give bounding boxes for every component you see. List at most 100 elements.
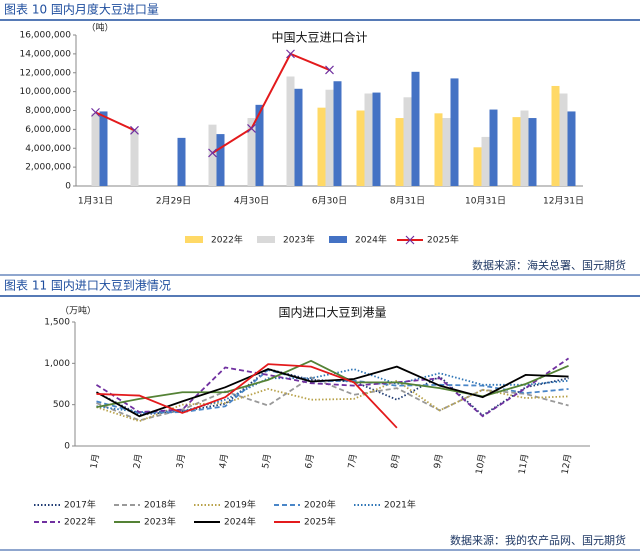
bar (473, 147, 482, 186)
source: 数据来源：我的农产品网、国元期货 (450, 533, 626, 547)
legend-label: 2020年 (304, 499, 336, 511)
x-tick-label: 12月31日 (543, 196, 584, 207)
marker (247, 124, 256, 133)
line (96, 376, 569, 422)
x-tick-label: 11月 (517, 453, 531, 475)
bar (559, 93, 568, 186)
x-tick-label: 2月29日 (156, 196, 191, 207)
bar (286, 76, 295, 186)
x-tick-label: 4月 (217, 453, 230, 469)
bar (489, 109, 498, 186)
x-tick-label: 3月 (174, 453, 187, 469)
marker (91, 107, 100, 117)
bar (177, 137, 186, 186)
line (96, 368, 569, 414)
legend-label: 2024年 (355, 234, 387, 246)
y-tick-label: 16,000,000 (19, 31, 71, 41)
y-tick-label: 500 (53, 400, 70, 410)
legend-label: 2023年 (283, 234, 315, 246)
legend-label: 2025年 (304, 516, 336, 528)
y-tick-label: 12,000,000 (19, 68, 71, 78)
caption: 图表 10 国内月度大豆进口量 (4, 2, 159, 17)
y-tick-label: 0 (65, 182, 71, 192)
bar (91, 113, 100, 186)
line (96, 363, 398, 429)
marker (286, 49, 295, 59)
legend-label: 2021年 (384, 499, 416, 511)
bar (403, 97, 412, 186)
x-tick-label: 6月30日 (312, 196, 347, 207)
x-tick-label: 2月 (131, 453, 144, 469)
x-tick-label: 12月 (560, 453, 574, 475)
bar (551, 85, 560, 186)
x-tick-label: 9月 (432, 453, 445, 469)
x-tick-label: 8月 (389, 453, 402, 469)
bar (520, 110, 529, 186)
line (96, 379, 569, 423)
bar (99, 111, 108, 186)
bar (434, 113, 443, 186)
line (95, 52, 330, 154)
bar (216, 134, 225, 186)
bar (317, 107, 326, 186)
line (96, 359, 569, 409)
bar (450, 78, 459, 186)
bar (411, 71, 420, 186)
bar (333, 81, 342, 186)
bar (247, 118, 256, 186)
legend-swatch (329, 236, 347, 243)
x-tick-label: 10月 (474, 453, 488, 475)
x-tick-label: 7月 (346, 453, 359, 469)
x-tick-label: 1月 (88, 453, 101, 469)
legend-label: 2022年 (64, 516, 96, 528)
legend-label: 2025年 (427, 234, 459, 246)
x-tick-label: 8月31日 (390, 196, 425, 207)
line (95, 357, 570, 418)
y-tick-label: 6,000,000 (25, 125, 71, 135)
y-axis-label: （吨） (86, 22, 113, 34)
chart-title: 中国大豆进口合计 (271, 30, 367, 45)
legend-label: 2022年 (211, 234, 243, 246)
bar (442, 118, 451, 186)
marker (130, 125, 139, 135)
x-tick-label: 4月30日 (234, 196, 269, 207)
bar (130, 129, 139, 186)
bar (567, 111, 576, 186)
bar (255, 104, 264, 186)
y-tick-label: 1,000 (44, 359, 70, 369)
x-tick-label: 1月31日 (78, 196, 113, 207)
y-tick-label: 4,000,000 (25, 144, 71, 154)
x-tick-label: 5月 (260, 453, 273, 469)
bar (372, 92, 381, 186)
x-tick-label: 6月 (303, 453, 316, 469)
bar (294, 88, 303, 186)
y-tick-label: 8,000,000 (25, 106, 71, 116)
y-tick-label: 1,500 (44, 318, 70, 328)
line (96, 365, 569, 418)
bar (364, 93, 373, 186)
bar (356, 110, 365, 186)
legend-label: 2019年 (224, 499, 256, 511)
y-tick-label: 14,000,000 (19, 49, 71, 59)
y-tick-label: 2,000,000 (25, 163, 71, 173)
legend-swatch (257, 236, 275, 243)
bar (325, 89, 334, 186)
legend-label: 2024年 (224, 516, 256, 528)
y-tick-label: 10,000,000 (19, 87, 71, 97)
x-tick-label: 10月31日 (465, 196, 506, 207)
chart-title: 国内进口大豆到港量 (278, 306, 386, 320)
marker (325, 65, 334, 75)
legend-label: 2018年 (144, 499, 176, 511)
bar (208, 124, 217, 186)
legend-marker (405, 235, 415, 245)
legend-label: 2023年 (144, 516, 176, 528)
source: 数据来源：海关总署、国元期货 (472, 258, 626, 272)
legend-swatch (185, 236, 203, 243)
bar (481, 136, 490, 186)
marker (208, 148, 217, 158)
bar (395, 118, 404, 186)
legend-label: 2017年 (64, 499, 96, 511)
y-axis-label: （万吨） (60, 305, 96, 317)
y-tick-label: 0 (64, 442, 70, 452)
